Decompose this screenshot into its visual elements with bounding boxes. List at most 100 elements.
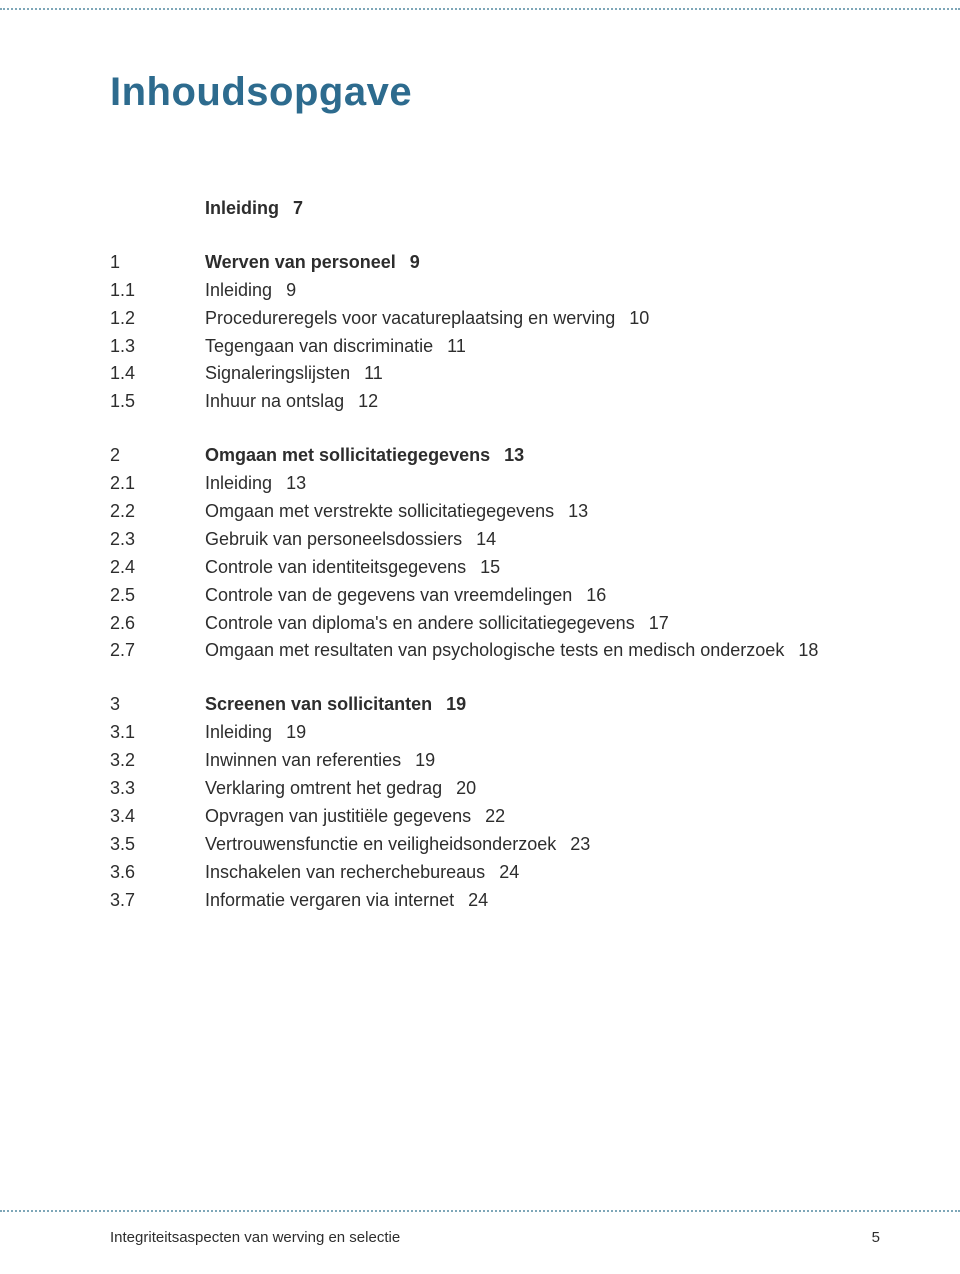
footer-left: Integriteitsaspecten van werving en sele… bbox=[110, 1229, 400, 1246]
toc-row: 3.6Inschakelen van recherchebureaus 24 bbox=[110, 859, 880, 887]
toc-number: 3.6 bbox=[110, 859, 205, 887]
toc-entry-text: Controle van diploma's en andere sollici… bbox=[205, 610, 880, 638]
toc-row: 1.2Procedureregels voor vacatureplaatsin… bbox=[110, 305, 880, 333]
toc-entry-page: 24 bbox=[499, 862, 519, 882]
toc-group: 1Werven van personeel 91.1Inleiding 9 1.2Pr… bbox=[110, 249, 880, 416]
toc-entry-title: Controle van diploma's en andere sollici… bbox=[205, 613, 635, 633]
toc-entry-text: Inleiding 7 bbox=[205, 195, 880, 223]
toc-entry-title: Omgaan met verstrekte sollicitatiegegeve… bbox=[205, 501, 554, 521]
toc-entry-page: 22 bbox=[485, 806, 505, 826]
toc-row: 3Screenen van sollicitanten 19 bbox=[110, 691, 880, 719]
toc-entry-page: 19 bbox=[286, 722, 306, 742]
toc-entry-page: 24 bbox=[468, 890, 488, 910]
toc-entry-title: Werven van personeel bbox=[205, 252, 396, 272]
toc-row: 3.5Vertrouwensfunctie en veiligheidsonde… bbox=[110, 831, 880, 859]
toc-entry-title: Controle van de gegevens van vreemdeling… bbox=[205, 585, 572, 605]
toc-entry-title: Procedureregels voor vacatureplaatsing e… bbox=[205, 308, 615, 328]
toc-entry-page: 14 bbox=[476, 529, 496, 549]
toc-row: 2.3Gebruik van personeelsdossiers14 bbox=[110, 526, 880, 554]
toc-row: 3.1Inleiding19 bbox=[110, 719, 880, 747]
toc-number: 3.7 bbox=[110, 887, 205, 915]
toc-row: 3.4Opvragen van justitiële gegevens 22 bbox=[110, 803, 880, 831]
page: Inhoudsopgave Inleiding 7 1Werven van per… bbox=[0, 0, 960, 1274]
toc-entry-text: Signaleringslijsten 11 bbox=[205, 360, 880, 388]
toc-entry-text: Controle van de gegevens van vreemdeling… bbox=[205, 582, 880, 610]
toc-entry-text: Verklaring omtrent het gedrag 20 bbox=[205, 775, 880, 803]
toc-number: 2.6 bbox=[110, 610, 205, 638]
toc-entry-title: Tegengaan van discriminatie bbox=[205, 336, 433, 356]
toc-entry-title: Gebruik van personeelsdossiers bbox=[205, 529, 462, 549]
toc-entry-page: 9 bbox=[410, 252, 420, 272]
toc-row: 2.7Omgaan met resultaten van psychologis… bbox=[110, 637, 880, 665]
toc-number: 2 bbox=[110, 442, 205, 470]
toc-entry-text: Werven van personeel 9 bbox=[205, 249, 880, 277]
toc-number: 1.4 bbox=[110, 360, 205, 388]
toc-number: 1 bbox=[110, 249, 205, 277]
toc-entry-page: 10 bbox=[629, 308, 649, 328]
toc-entry-title: Inleiding bbox=[205, 473, 272, 493]
table-of-contents: Inleiding7 1Werven van personeel91.1Inle… bbox=[110, 195, 880, 914]
toc-row: 3.7Informatie vergaren via internet 24 bbox=[110, 887, 880, 915]
top-rule bbox=[0, 8, 960, 10]
toc-entry-page: 23 bbox=[570, 834, 590, 854]
toc-number: 3.1 bbox=[110, 719, 205, 747]
toc-entry-text: Inleiding19 bbox=[205, 719, 880, 747]
toc-number: 1.1 bbox=[110, 277, 205, 305]
toc-entry-text: Gebruik van personeelsdossiers 14 bbox=[205, 526, 880, 554]
toc-entry-text: Procedureregels voor vacatureplaatsing e… bbox=[205, 305, 880, 333]
toc-row: 1Werven van personeel 9 bbox=[110, 249, 880, 277]
toc-entry-page: 11 bbox=[364, 363, 383, 383]
toc-row: 3.3Verklaring omtrent het gedrag20 bbox=[110, 775, 880, 803]
content-area: Inhoudsopgave Inleiding 7 1Werven van per… bbox=[110, 70, 880, 940]
toc-entry-text: Inhuur na ontslag12 bbox=[205, 388, 880, 416]
toc-entry-page: 11 bbox=[447, 336, 466, 356]
toc-entry-title: Informatie vergaren via internet bbox=[205, 890, 454, 910]
toc-entry-title: Signaleringslijsten bbox=[205, 363, 350, 383]
toc-entry-title: Omgaan met resultaten van psychologische… bbox=[205, 640, 784, 660]
toc-entry-title: Omgaan met sollicitatiegegevens bbox=[205, 445, 490, 465]
toc-entry-title: Inwinnen van referenties bbox=[205, 750, 401, 770]
toc-entry-page: 13 bbox=[504, 445, 524, 465]
toc-row: 2Omgaan met sollicitatiegegevens 13 bbox=[110, 442, 880, 470]
toc-number: 1.2 bbox=[110, 305, 205, 333]
toc-row: 2.2Omgaan met verstrekte sollicitatiegeg… bbox=[110, 498, 880, 526]
toc-group: 2Omgaan met sollicitatiegegevens132.1Inl… bbox=[110, 442, 880, 665]
toc-entry-page: 20 bbox=[456, 778, 476, 798]
toc-entry-page: 19 bbox=[446, 694, 466, 714]
toc-entry-title: Opvragen van justitiële gegevens bbox=[205, 806, 471, 826]
toc-entry-title: Verklaring omtrent het gedrag bbox=[205, 778, 442, 798]
page-title: Inhoudsopgave bbox=[110, 70, 880, 115]
toc-entry-page: 13 bbox=[286, 473, 306, 493]
toc-entry-page: 19 bbox=[415, 750, 435, 770]
toc-row: 3.2Inwinnen van referenties 19 bbox=[110, 747, 880, 775]
toc-entry-text: Vertrouwensfunctie en veiligheidsonderzo… bbox=[205, 831, 880, 859]
toc-entry-page: 17 bbox=[649, 613, 669, 633]
toc-row: 1.3Tegengaan van discriminatie11 bbox=[110, 333, 880, 361]
toc-row: 1.4Signaleringslijsten 11 bbox=[110, 360, 880, 388]
toc-entry-text: Opvragen van justitiële gegevens 22 bbox=[205, 803, 880, 831]
toc-entry-text: Omgaan met verstrekte sollicitatiegegeve… bbox=[205, 498, 880, 526]
toc-entry-title: Vertrouwensfunctie en veiligheidsonderzo… bbox=[205, 834, 556, 854]
toc-entry-text: Tegengaan van discriminatie 11 bbox=[205, 333, 880, 361]
toc-entry-page: 12 bbox=[358, 391, 378, 411]
toc-row: Inleiding 7 bbox=[110, 195, 880, 223]
toc-row: 2.6Controle van diploma's en andere soll… bbox=[110, 610, 880, 638]
toc-number: 3 bbox=[110, 691, 205, 719]
toc-entry-title: Inleiding bbox=[205, 198, 279, 218]
toc-entry-page: 18 bbox=[798, 640, 818, 660]
toc-entry-title: Inleiding bbox=[205, 280, 272, 300]
toc-entry-text: Inwinnen van referenties 19 bbox=[205, 747, 880, 775]
toc-entry-title: Inschakelen van recherchebureaus bbox=[205, 862, 485, 882]
toc-entry-page: 7 bbox=[293, 198, 303, 218]
toc-number: 2.5 bbox=[110, 582, 205, 610]
toc-row: 1.5Inhuur na ontslag12 bbox=[110, 388, 880, 416]
toc-number: 3.4 bbox=[110, 803, 205, 831]
toc-entry-title: Controle van identiteitsgegevens bbox=[205, 557, 466, 577]
toc-entry-text: Screenen van sollicitanten 19 bbox=[205, 691, 880, 719]
toc-number: 3.2 bbox=[110, 747, 205, 775]
toc-group: 3Screenen van sollicitanten193.1Inleidin… bbox=[110, 691, 880, 914]
toc-number: 3.5 bbox=[110, 831, 205, 859]
footer-page-number: 5 bbox=[872, 1229, 880, 1246]
toc-entry-title: Screenen van sollicitanten bbox=[205, 694, 432, 714]
toc-row: 2.5Controle van de gegevens van vreemdel… bbox=[110, 582, 880, 610]
